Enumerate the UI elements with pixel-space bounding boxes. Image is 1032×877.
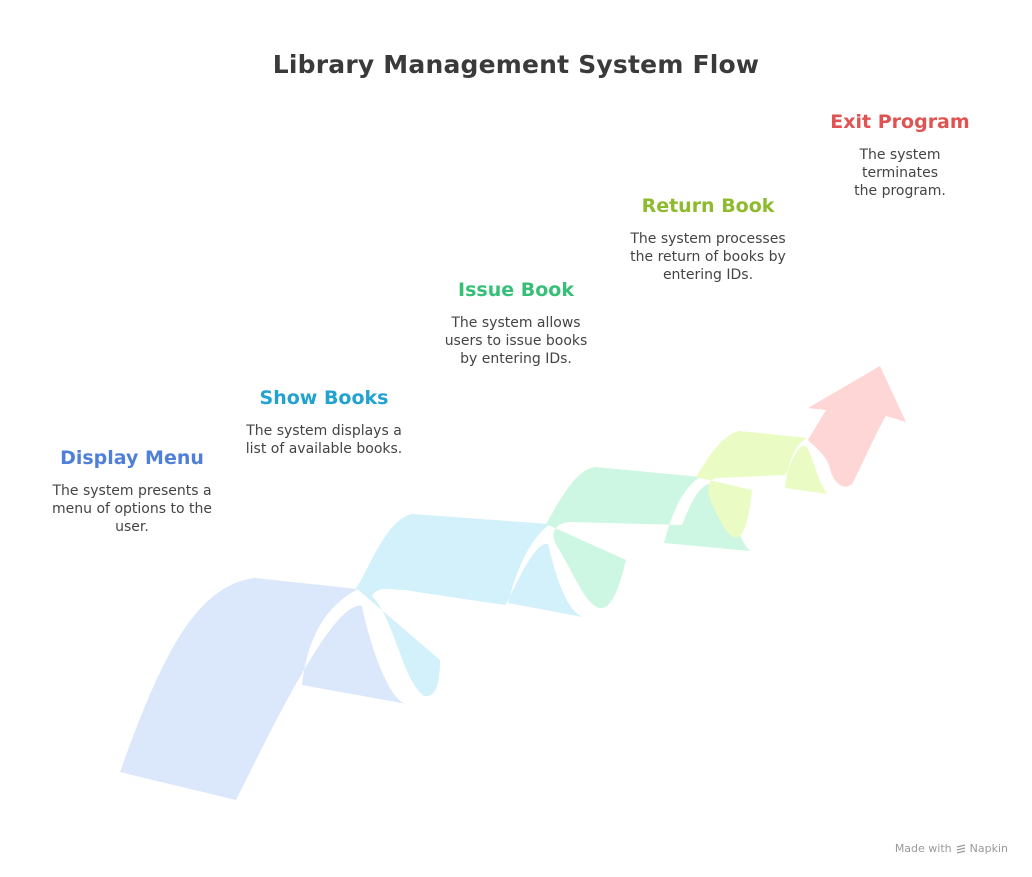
step-exit-program: Exit Program The system terminates the p…	[800, 110, 1000, 200]
step-title-issue-book: Issue Book	[458, 279, 574, 301]
step-desc-issue-book: The system allows users to issue books b…	[444, 315, 588, 367]
napkin-logo-icon	[956, 843, 965, 854]
footer-attribution: Made with Napkin	[895, 842, 1008, 855]
step-title-exit-program: Exit Program	[830, 111, 970, 133]
step-title-show-books: Show Books	[259, 387, 389, 409]
exit-arrow	[808, 366, 906, 487]
step-desc-display-menu: The system presents a menu of options to…	[52, 483, 212, 535]
step-title-display-menu: Display Menu	[60, 447, 204, 469]
step-show-books: Show Books The system displays a list of…	[224, 386, 424, 458]
footer-prefix: Made with	[894, 842, 952, 855]
page-title: Library Management System Flow	[272, 50, 760, 79]
ribbon-show-books	[356, 514, 583, 697]
ribbon-return-book	[696, 431, 828, 538]
step-display-menu: Display Menu The system presents a menu …	[32, 446, 232, 536]
step-desc-show-books: The system displays a list of available …	[245, 423, 403, 457]
footer-brand: Napkin	[969, 842, 1008, 855]
step-return-book: Return Book The system processes the ret…	[608, 194, 808, 284]
ribbon-issue-book	[546, 467, 750, 609]
ribbon-display-menu	[120, 578, 407, 800]
step-desc-exit-program: The system terminates the program.	[854, 147, 946, 199]
step-title-return-book: Return Book	[641, 195, 775, 217]
step-desc-return-book: The system processes the return of books…	[630, 231, 786, 283]
step-issue-book: Issue Book The system allows users to is…	[416, 278, 616, 368]
